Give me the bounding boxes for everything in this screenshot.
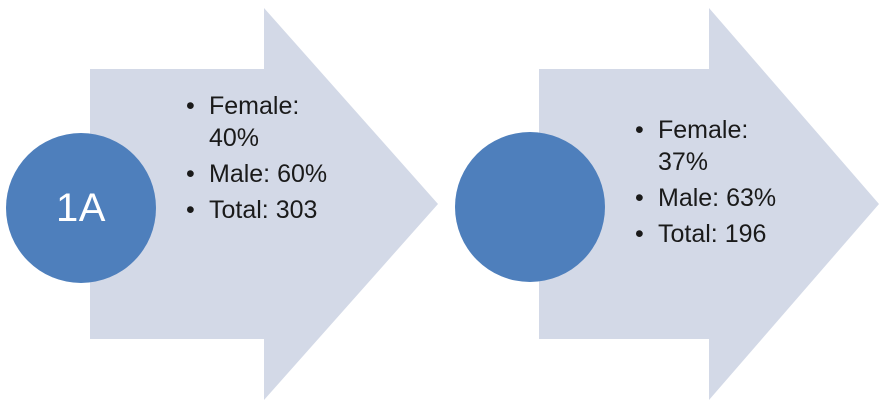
list-item: Total: 196 [633, 218, 803, 250]
list-item: Female: 40% [184, 90, 344, 154]
list-item: Male: 60% [184, 158, 344, 190]
list-item: Male: 63% [633, 182, 803, 214]
circle-2 [455, 132, 605, 282]
circle-label-1: 1A [56, 185, 106, 230]
circle-1a: 1A [6, 133, 156, 283]
bullet-list-2: Female: 37% Male: 63% Total: 196 [633, 114, 803, 250]
list-item: Total: 303 [184, 194, 344, 226]
list-item: Female: 37% [633, 114, 803, 178]
bullet-list-1: Female: 40% Male: 60% Total: 303 [184, 90, 344, 226]
